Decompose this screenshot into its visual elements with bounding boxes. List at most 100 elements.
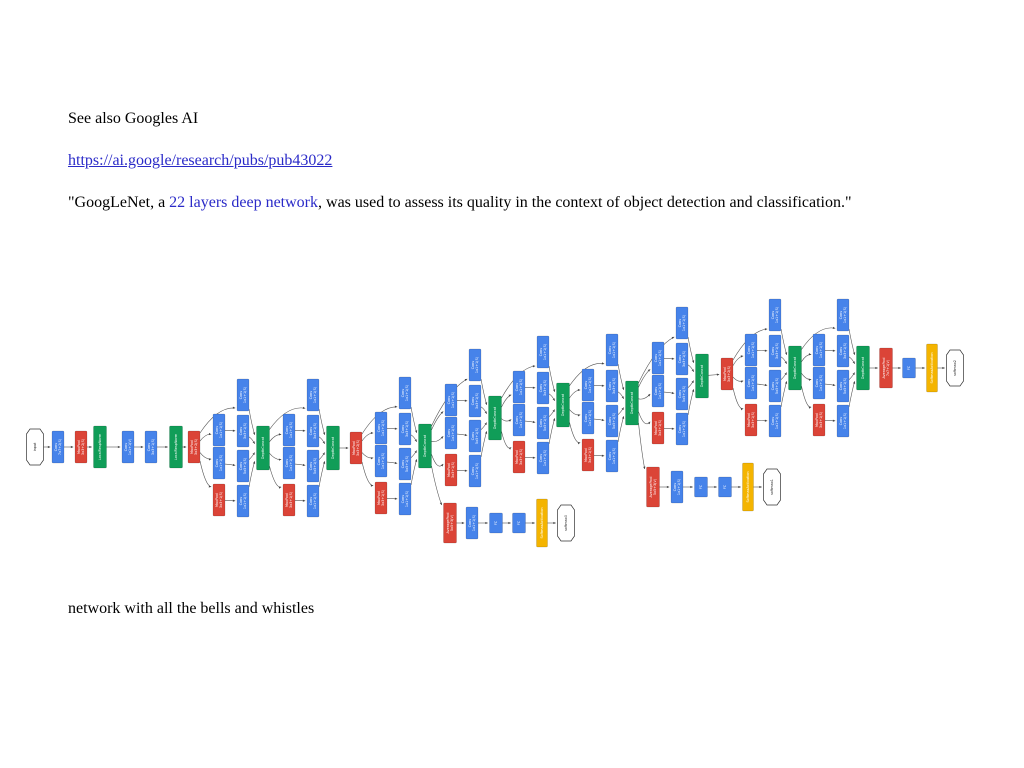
diagram-edge: [480, 431, 488, 458]
pub-url-link[interactable]: https://ai.google/research/pubs/pub43022: [68, 152, 333, 169]
diagram-edge: [431, 411, 444, 431]
diagram-node-label: MaxPool3x3+2(S): [77, 438, 85, 455]
diagram-edge: [501, 431, 512, 450]
diagram-node-conv: [836, 369, 850, 403]
diagram-node-label: MaxPool3x3+2(S): [190, 438, 198, 455]
diagram-node-label: MaxPool3x3+1(S): [584, 446, 592, 463]
diagram-node-pool: [581, 438, 595, 472]
diagram-node-label: MaxPool3x3+1(S): [815, 411, 823, 428]
diagram-edge: [593, 418, 605, 422]
diagram-node-label: SoftmaxActivation: [540, 507, 544, 538]
diagram-node-label: FC: [517, 520, 521, 525]
diagram-node-label: MaxPool3x3+1(S): [654, 419, 662, 436]
diagram-node-label: Conv3x3+1(S): [401, 420, 409, 437]
diagram-node-io: [946, 349, 964, 387]
diagram-edge: [318, 452, 325, 460]
diagram-edge: [638, 422, 646, 470]
diagram-node-sm: [926, 343, 938, 393]
diagram-edge: [548, 409, 555, 417]
diagram-node-conv: [836, 298, 850, 332]
diagram-node-label: Conv1x1+1(S): [839, 306, 847, 323]
diagram-node-norm: [169, 425, 183, 469]
diagram-edge: [431, 436, 444, 442]
diagram-node-conv: [468, 419, 482, 453]
diagram-node-conv: [768, 369, 782, 403]
diagram-node-label: Conv5x5+1(S): [539, 414, 547, 431]
diagram-edge: [318, 408, 326, 435]
diagram-node-label: DepthConcat: [261, 436, 265, 459]
diagram-node-concat: [856, 345, 870, 391]
diagram-edge: [361, 431, 374, 442]
diagram-node-label: Conv1x1+1(S): [401, 490, 409, 507]
diagram-node-label: Conv5x5+1(S): [771, 377, 779, 394]
diagram-node-conv: [675, 342, 689, 376]
diagram-edge: [386, 461, 398, 465]
diagram-node-label: Conv3x3+1(S): [239, 422, 247, 439]
diagram-node-label: Conv1x1+1(S): [285, 454, 293, 471]
diagram-edge: [248, 408, 256, 435]
diagram-node-fc: [512, 512, 526, 534]
diagram-node-label: Conv1x1+1(S): [815, 341, 823, 358]
diagram-node-pool: [374, 481, 388, 515]
diagram-edge: [569, 388, 581, 399]
diagram-node-pool: [212, 483, 226, 517]
diagram-node-conv: [605, 333, 619, 367]
diagram-node-conv: [236, 378, 250, 412]
diagram-edge: [548, 393, 555, 401]
diagram-node-label: Conv1x1+1(S): [608, 341, 616, 358]
diagram-edge: [687, 364, 694, 372]
diagram-node-label: Conv1x1+1(S): [654, 349, 662, 366]
quote-inline-link[interactable]: 22 layers deep network: [169, 194, 319, 211]
diagram-node-conv: [581, 368, 595, 402]
diagram-node-conv: [212, 413, 226, 447]
diagram-edge: [848, 381, 856, 408]
diagram-edge: [548, 365, 556, 392]
diagram-edge: [248, 461, 256, 488]
diagram-node-conv: [236, 414, 250, 448]
diagram-node-label: Conv1x1+1(S): [377, 419, 385, 436]
diagram-node-label: Conv1x1+1(S): [584, 376, 592, 393]
diagram-node-conv: [398, 376, 412, 410]
diagram-node-label: Conv3x3+1(S): [539, 379, 547, 396]
diagram-node-label: Conv1x1+1(S): [673, 478, 681, 495]
diagram-node-sm: [536, 498, 548, 548]
diagram-node-pool: [187, 430, 201, 464]
diagram-edge: [687, 380, 694, 388]
diagram-edge: [780, 372, 787, 380]
diagram-node-conv: [768, 404, 782, 438]
diagram-node-conv: [605, 439, 619, 473]
diagram-node-label: Conv7x7+2(S): [54, 438, 62, 455]
diagram-edge: [801, 386, 812, 409]
diagram-node-label: Conv5x5+1(S): [678, 385, 686, 402]
diagram-node-io: [763, 468, 781, 506]
diagram-node-conv: [605, 369, 619, 403]
diagram-node-label: SoftmaxActivation: [746, 471, 750, 502]
diagram-node-label: Conv1x1+1(S): [539, 343, 547, 360]
diagram-edge: [617, 407, 624, 415]
diagram-edge: [480, 378, 488, 405]
diagram-node-sm: [742, 462, 754, 512]
diagram-node-fc: [718, 476, 732, 498]
diagram-node-label: AveragePool5x5+3(V): [649, 476, 657, 497]
diagram-node-label: MaxPool3x3+1(S): [747, 411, 755, 428]
diagram-edge: [638, 411, 651, 425]
diagram-node-label: FC: [907, 365, 911, 370]
diagram-edge: [269, 406, 306, 430]
diagram-node-conv: [306, 484, 320, 518]
diagram-edge: [708, 373, 720, 376]
diagram-node-label: Conv1x1+1(S): [747, 341, 755, 358]
caption-text: network with all the bells and whistles: [68, 600, 315, 617]
diagram-node-conv: [536, 406, 550, 440]
diagram-node-label: MaxPool3x3+1(S): [377, 489, 385, 506]
diagram-edge: [269, 466, 282, 489]
diagram-node-label: Conv5x5+1(S): [471, 427, 479, 444]
diagram-edge: [361, 452, 374, 460]
diagram-node-label: Conv1x1+1(S): [309, 386, 317, 403]
diagram-edge: [801, 326, 836, 350]
diagram-node-concat: [326, 425, 340, 471]
diagram-node-conv: [651, 374, 665, 408]
diagram-node-conv: [468, 348, 482, 382]
diagram-edge: [801, 373, 812, 381]
